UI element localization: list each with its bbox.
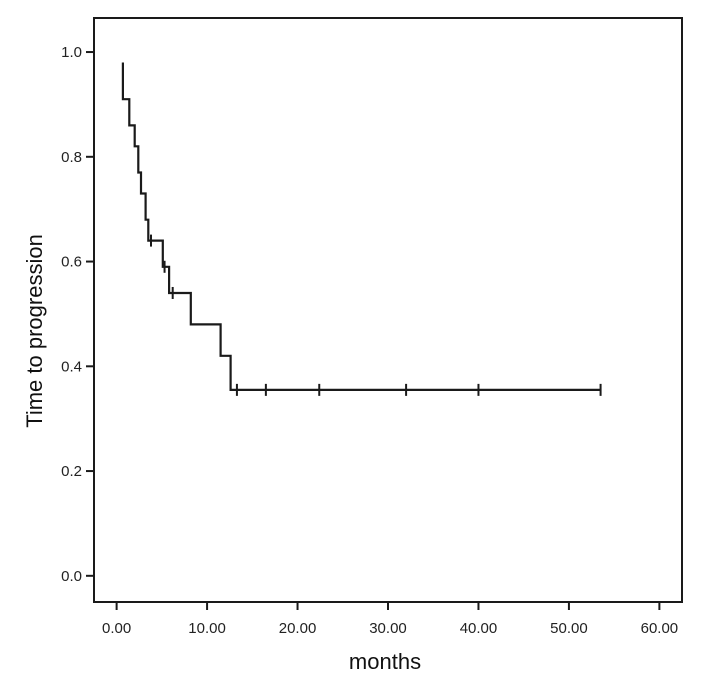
- y-tick-label: 0.2: [61, 463, 82, 480]
- x-axis-label: months: [349, 649, 421, 674]
- x-tick-label: 30.00: [369, 620, 407, 637]
- censor-marks-layer: [149, 234, 602, 396]
- survival-step-line: [121, 62, 601, 391]
- x-tick-label: 10.00: [188, 620, 226, 637]
- y-tick-label: 0.4: [61, 358, 82, 375]
- y-tick-label: 1.0: [61, 44, 82, 61]
- y-tick-label: 0.0: [61, 568, 82, 585]
- x-tick-label: 50.00: [550, 620, 588, 637]
- y-axis-label: Time to progression: [22, 234, 47, 428]
- y-tick-label: 0.6: [61, 254, 82, 271]
- y-tick-label: 0.8: [61, 149, 82, 166]
- x-tick-label: 60.00: [641, 620, 679, 637]
- x-tick-label: 20.00: [279, 620, 317, 637]
- x-tick-label: 0.00: [102, 620, 131, 637]
- survival-curve-layer: [121, 62, 601, 391]
- x-tick-label: 40.00: [460, 620, 498, 637]
- x-axis-ticks: 0.00 10.00 20.00 30.00 40.00 50.00 60.00: [102, 602, 678, 637]
- plot-frame: [93, 17, 683, 603]
- y-axis-ticks: 0.0 0.2 0.4 0.6 0.8 1.0: [61, 44, 94, 585]
